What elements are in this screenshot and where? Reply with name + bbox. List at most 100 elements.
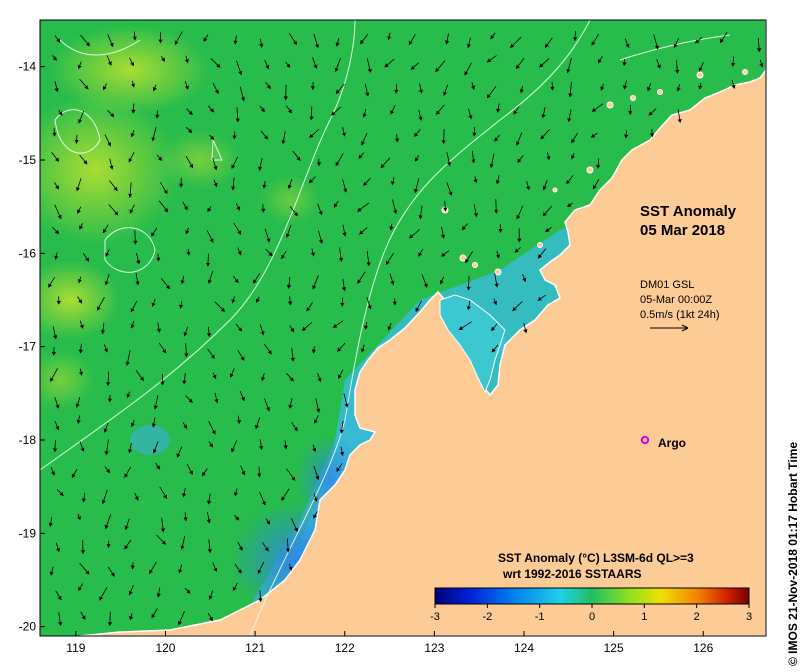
current-arrow-head (238, 71, 243, 76)
current-arrow-head (206, 519, 211, 524)
current-arrow-head (75, 187, 80, 192)
current-arrow-head (423, 283, 428, 288)
current-arrow-head (331, 111, 336, 116)
current-arrow-head (285, 233, 290, 238)
current-arrow-head (338, 257, 344, 262)
current-arrow-head (207, 549, 212, 554)
current-arrow-head (213, 165, 218, 171)
current-arrow-head (54, 255, 59, 260)
argo-label: Argo (658, 436, 686, 450)
current-arrow-head (54, 229, 60, 235)
map-area[interactable] (10, 20, 766, 640)
current-arrow-head (313, 497, 318, 502)
current-arrow-head (130, 61, 135, 67)
current-arrow-head (128, 193, 133, 198)
current-arrow-head (237, 230, 242, 235)
current-arrow-head (445, 40, 450, 45)
current-arrow-head (390, 180, 396, 186)
current-arrow-head (85, 257, 90, 262)
current-arrow-head (213, 567, 218, 572)
current-arrow-head (208, 595, 213, 601)
current-arrow-head (290, 357, 296, 362)
current-arrow-head (101, 499, 106, 505)
current-arrow-head (513, 110, 518, 115)
current-arrow-head (57, 595, 62, 601)
current-arrow-head (202, 471, 206, 477)
current-arrow-head (495, 180, 500, 185)
current-arrow-head (366, 262, 371, 267)
current-arrow-head (103, 428, 108, 433)
current-arrow-head (156, 593, 161, 598)
current-arrow-head (359, 39, 365, 45)
current-arrow-head (109, 42, 114, 48)
colorbar-tick-label: 2 (694, 611, 700, 623)
legend-title-line2: wrt 1992-2016 SSTAARS (502, 567, 642, 581)
current-arrow-head (151, 137, 156, 142)
current-arrow-head (288, 404, 293, 409)
current-arrow-head (332, 323, 338, 328)
current-arrow-head (367, 68, 372, 73)
current-arrow-head (180, 545, 185, 550)
current-arrow-head (178, 304, 184, 309)
current-arrow-head (55, 157, 60, 162)
current-arrow-head (486, 94, 491, 99)
x-axis: 119 120 121 122 123 124 125 126 (66, 631, 714, 655)
kings-sound (439, 294, 506, 394)
current-arrow-head (287, 184, 292, 190)
current-arrow-head (361, 141, 365, 146)
current-arrow-head (105, 252, 110, 257)
current-arrow-head (542, 186, 547, 191)
current-arrow-head (698, 67, 703, 72)
warm-anomaly-patches (40, 25, 320, 410)
current-arrow-head (80, 550, 86, 555)
current-arrow-head (52, 56, 57, 61)
current-arrow-head (48, 522, 53, 528)
x-tick-label: 123 (424, 641, 444, 655)
current-arrow-head (441, 252, 446, 257)
current-arrow-head (261, 501, 266, 506)
current-arrow-head (79, 225, 84, 230)
current-arrow-head (316, 408, 321, 413)
current-arrow-head (498, 229, 503, 233)
current-arrow-head (104, 451, 109, 456)
current-arrow-head (209, 238, 214, 243)
current-arrow-head (495, 254, 500, 259)
current-arrow-head (357, 207, 362, 212)
current-arrow-head (184, 353, 189, 358)
current-arrow-head (566, 179, 571, 185)
current-arrow-head (466, 306, 471, 311)
current-arrow-head (675, 69, 680, 74)
current-arrow-head (544, 43, 549, 48)
current-arrow-head (545, 228, 550, 232)
current-arrow-head (260, 331, 265, 336)
current-arrow-head (306, 307, 311, 312)
current-arrow-head (566, 68, 571, 74)
current-arrow-head (214, 89, 219, 95)
current-arrow-head (318, 239, 323, 244)
current-arrow-head (526, 186, 531, 191)
current-arrow-head (158, 39, 163, 44)
current-arrow-head (695, 39, 700, 44)
current-arrow-head (231, 186, 236, 191)
current-arrow-head (183, 517, 188, 522)
current-arrow-head (184, 59, 189, 64)
current-arrow-head (52, 448, 58, 453)
argo-float-marker[interactable]: Argo (640, 435, 686, 450)
current-arrow-head (335, 42, 340, 47)
y-tick-label: -15 (19, 153, 37, 167)
current-arrow-head (78, 349, 83, 354)
current-arrow-head (296, 156, 301, 161)
current-arrow-head (233, 40, 238, 45)
current-arrow-head (125, 361, 130, 366)
current-arrow-head (468, 115, 473, 120)
current-arrow-head (241, 470, 246, 476)
current-arrow-head (567, 117, 572, 123)
current-arrow-head (537, 254, 542, 259)
current-arrow-head (318, 210, 323, 216)
current-arrow-head (491, 326, 496, 332)
current-arrow-head (77, 516, 82, 521)
current-arrow-head (540, 135, 545, 140)
current-arrow-head (83, 160, 88, 165)
current-arrow-head (286, 284, 292, 289)
current-arrow-head (209, 443, 214, 448)
